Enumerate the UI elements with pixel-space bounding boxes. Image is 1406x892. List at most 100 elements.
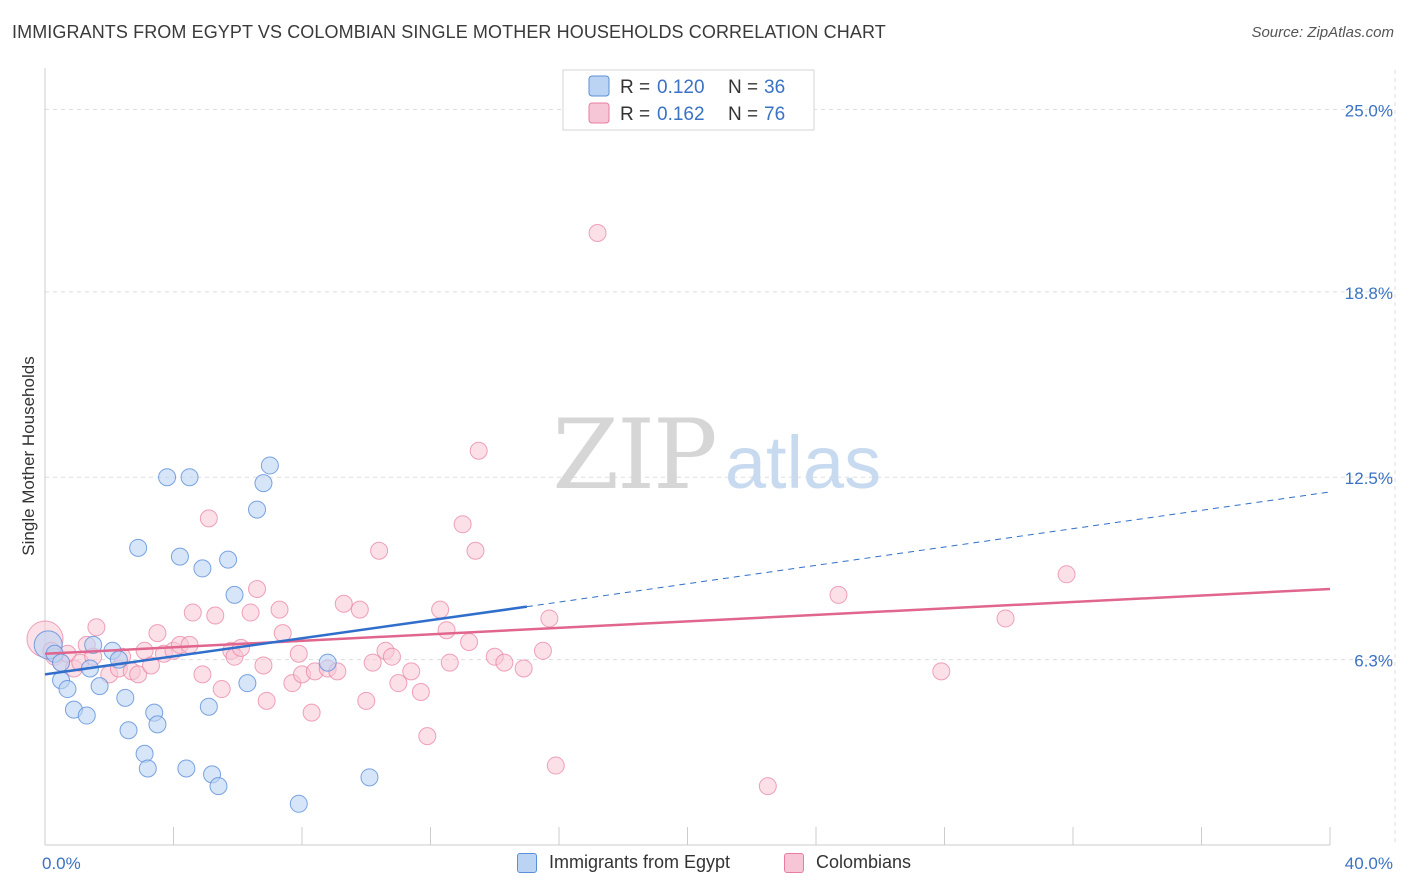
- egypt-point: [360, 768, 379, 787]
- colombians-point: [334, 594, 353, 613]
- source-label: Source: ZipAtlas.com: [1251, 24, 1394, 41]
- y-tick-label: 12.5%: [1345, 469, 1393, 488]
- colombians-point: [402, 662, 421, 681]
- legend-n-value-pink: 76: [764, 104, 785, 125]
- egypt-point: [52, 653, 71, 672]
- egypt-point: [138, 759, 157, 778]
- egypt-point: [116, 688, 135, 707]
- legend-item-colombians[interactable]: Colombians: [784, 852, 911, 873]
- egypt-point: [318, 653, 337, 672]
- colombians-point: [514, 659, 533, 678]
- colombians-point: [829, 585, 848, 604]
- trend-lines: [44, 491, 1331, 676]
- legend-label-colombians: Colombians: [816, 852, 912, 872]
- legend-swatch-blue: [588, 75, 610, 97]
- y-tick-label: 25.0%: [1345, 101, 1393, 120]
- colombians-point: [87, 618, 106, 637]
- colombians-point: [469, 441, 488, 460]
- stats-legend: R = 0.120 N = 36 R = 0.162 N = 76: [562, 69, 815, 131]
- colombians-point: [193, 665, 212, 684]
- egypt-point: [90, 677, 109, 696]
- colombians-point: [437, 621, 456, 640]
- gridlines: [45, 70, 1396, 845]
- colombians-point: [357, 691, 376, 710]
- egypt-point: [77, 706, 96, 725]
- legend-r-value-pink: 0.162: [657, 104, 705, 125]
- colombians-point: [418, 727, 437, 746]
- colombians-point: [350, 600, 369, 619]
- egypt-point: [193, 559, 212, 578]
- egypt-point: [248, 500, 267, 519]
- colombians-point: [289, 644, 308, 663]
- colombians-point: [183, 603, 202, 622]
- colombians-point: [996, 609, 1015, 628]
- colombians-point: [370, 541, 389, 560]
- watermark: ZIP atlas: [552, 399, 881, 511]
- egypt-point: [119, 721, 138, 740]
- egypt-trend-line-extrapolated: [526, 491, 1331, 608]
- egypt-point: [129, 538, 148, 557]
- watermark-atlas: atlas: [725, 421, 881, 504]
- colombians-point: [199, 509, 218, 528]
- egypt-point: [260, 456, 279, 475]
- colombians-point: [270, 600, 289, 619]
- colombians-point: [932, 662, 951, 681]
- egypt-point: [170, 547, 189, 566]
- egypt-point: [135, 744, 154, 763]
- legend-r-label-pink: R =: [620, 104, 650, 125]
- egypt-point: [199, 697, 218, 716]
- colombians-point: [254, 656, 273, 675]
- colombians-point: [148, 624, 167, 643]
- colombians-point: [212, 680, 231, 699]
- chart-title: IMMIGRANTS FROM EGYPT VS COLOMBIAN SINGL…: [12, 22, 886, 42]
- y-tick-label: 18.8%: [1345, 284, 1393, 303]
- legend-r-value-blue: 0.120: [657, 77, 705, 98]
- colombians-point: [431, 600, 450, 619]
- colombians-point: [466, 541, 485, 560]
- egypt-point: [219, 550, 238, 569]
- egypt-point: [84, 635, 103, 654]
- colombians-point: [382, 647, 401, 666]
- colombians-point: [460, 632, 479, 651]
- egypt-trend-line: [44, 605, 528, 676]
- colombians-point: [495, 653, 514, 672]
- egypt-point: [180, 468, 199, 487]
- colombians-point: [1057, 565, 1076, 584]
- colombians-point: [540, 609, 559, 628]
- egypt-point: [158, 468, 177, 487]
- legend-n-value-blue: 36: [764, 77, 785, 98]
- colombians-point: [758, 777, 777, 796]
- egypt-point: [177, 759, 196, 778]
- colombians-point: [241, 603, 260, 622]
- legend-n-label-blue: N =: [728, 77, 758, 98]
- colombians-point: [248, 580, 267, 599]
- colombians-point: [302, 703, 321, 722]
- egypt-point: [209, 777, 228, 796]
- colombians-point: [389, 674, 408, 693]
- egypt-point: [58, 680, 77, 699]
- legend-swatch-pink: [588, 102, 610, 124]
- colombians-trend-line: [44, 587, 1331, 655]
- legend-swatch-egypt: [517, 852, 537, 873]
- egypt-point: [148, 715, 167, 734]
- legend-r-label-blue: R =: [620, 77, 650, 98]
- colombians-point: [411, 683, 430, 701]
- colombians-point: [257, 691, 276, 710]
- axes: [44, 68, 1331, 846]
- egypt-point: [225, 585, 244, 604]
- y-tick-label: 6.3%: [1354, 652, 1393, 671]
- colombians-point: [363, 653, 382, 672]
- legend-swatch-colombians: [784, 852, 804, 873]
- egypt-points: [33, 456, 379, 813]
- watermark-zip: ZIP: [552, 399, 715, 511]
- egypt-point: [289, 794, 308, 813]
- x-tick-label-min: 0.0%: [42, 854, 81, 873]
- colombians-point: [533, 641, 552, 660]
- legend-label-egypt: Immigrants from Egypt: [549, 852, 731, 872]
- colombians-point: [129, 665, 148, 684]
- legend-item-egypt[interactable]: Immigrants from Egypt: [517, 852, 730, 873]
- legend-n-label-pink: N =: [728, 104, 758, 125]
- egypt-point: [254, 474, 273, 493]
- egypt-point: [238, 674, 257, 693]
